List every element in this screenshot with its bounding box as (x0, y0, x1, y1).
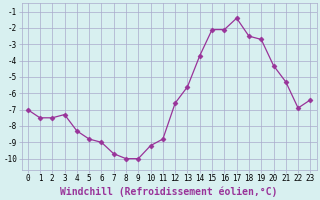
X-axis label: Windchill (Refroidissement éolien,°C): Windchill (Refroidissement éolien,°C) (60, 186, 278, 197)
